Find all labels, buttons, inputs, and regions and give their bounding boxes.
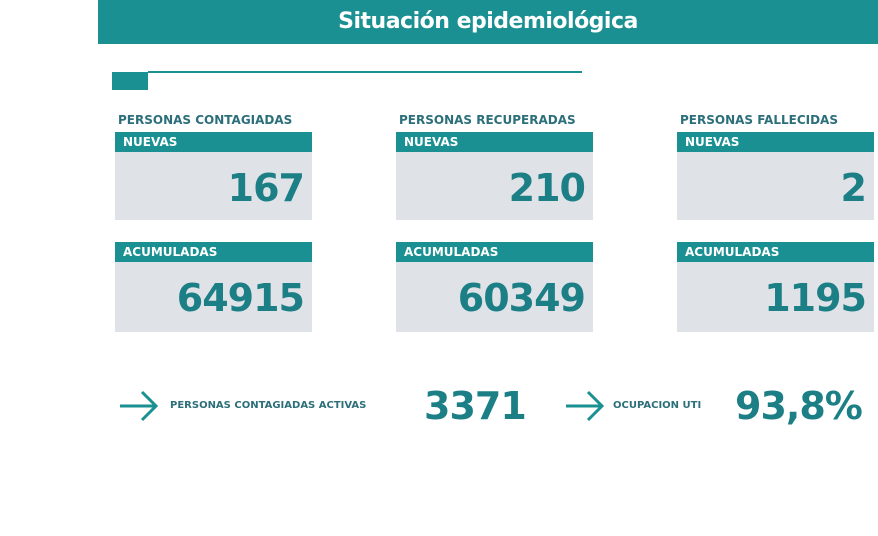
- new-label: NUEVAS: [396, 132, 593, 152]
- group-label: PERSONAS FALLECIDAS: [680, 113, 838, 127]
- new-value: 2: [677, 152, 874, 220]
- arrow-icon: [120, 390, 159, 422]
- summary-value: 93,8%: [735, 384, 863, 428]
- arrow-icon: [566, 390, 605, 422]
- summary-label: OCUPACION UTI: [613, 400, 702, 411]
- summary-value: 3371: [424, 384, 527, 428]
- accent-square: [112, 72, 148, 90]
- total-value: 64915: [115, 262, 312, 332]
- new-value: 210: [396, 152, 593, 220]
- total-label: ACUMULADAS: [115, 242, 312, 262]
- group-label: PERSONAS CONTAGIADAS: [118, 113, 293, 127]
- new-value: 167: [115, 152, 312, 220]
- total-label: ACUMULADAS: [396, 242, 593, 262]
- total-value: 1195: [677, 262, 874, 332]
- summary-label: PERSONAS CONTAGIADAS ACTIVAS: [170, 400, 367, 411]
- total-value: 60349: [396, 262, 593, 332]
- accent-rule: [148, 71, 582, 73]
- new-label: NUEVAS: [115, 132, 312, 152]
- total-label: ACUMULADAS: [677, 242, 874, 262]
- new-label: NUEVAS: [677, 132, 874, 152]
- group-label: PERSONAS RECUPERADAS: [399, 113, 576, 127]
- header-title: Situación epidemiológica: [98, 0, 878, 44]
